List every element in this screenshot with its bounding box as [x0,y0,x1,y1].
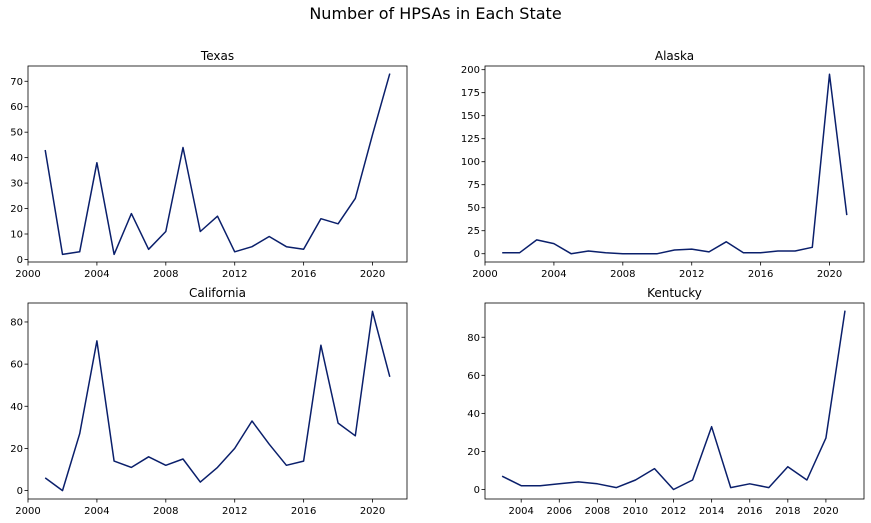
x-tick-label: 2016 [291,269,316,280]
subplot-title: California [189,286,246,300]
x-tick-label: 2008 [585,506,610,517]
x-tick-label: 2018 [775,506,800,517]
x-tick-label: 2020 [817,269,842,280]
y-tick-label: 0 [17,255,23,266]
y-tick-label: 125 [461,134,480,145]
y-tick-label: 60 [10,360,23,371]
y-tick-label: 60 [10,102,23,113]
axes-frame [484,302,865,500]
y-tick-label: 25 [467,226,480,237]
x-tick-label: 2008 [610,269,635,280]
y-tick-label: 10 [10,230,23,241]
y-tick-label: 175 [461,88,480,99]
subplot-texas: Texas 2000 2004 2008 2012 2016 2020 0 10 20 30 40 50… [10,49,408,280]
x-tick-label: 2020 [360,506,385,517]
subplot-title: Alaska [655,49,694,63]
y-tick-label: 40 [467,409,480,420]
subplot-title: Kentucky [647,286,702,300]
axes-frame [27,302,408,500]
y-tick-label: 80 [10,317,23,328]
y-tick-label: 20 [10,204,23,215]
x-tick-label: 2004 [84,269,109,280]
y-tick-label: 150 [461,111,480,122]
y-tick-label: 75 [467,180,480,191]
x-tick-label: 2016 [291,506,316,517]
x-tick-label: 2000 [472,269,497,280]
y-tick-label: 60 [467,371,480,382]
y-tick-label: 50 [10,128,23,139]
x-tick-label: 2004 [84,506,109,517]
x-tick-label: 2012 [679,269,704,280]
axes-frame [484,65,865,263]
x-tick-label: 2020 [360,269,385,280]
y-tick-label: 80 [467,333,480,344]
y-tick-label: 40 [10,153,23,164]
y-tick-label: 0 [17,486,23,497]
y-tick-label: 20 [467,447,480,458]
subplot-title: Texas [200,49,234,63]
y-tick-label: 100 [461,157,480,168]
series-line [44,73,391,256]
figure-title: Number of HPSAs in Each State [309,4,562,23]
y-tick-label: 30 [10,179,23,190]
series-line [44,310,391,492]
y-tick-label: 0 [474,485,480,496]
y-tick-label: 20 [10,444,23,455]
series-line [501,310,846,491]
x-tick-label: 2000 [15,269,40,280]
y-tick-label: 200 [461,65,480,76]
x-tick-label: 2012 [222,269,247,280]
x-tick-label: 2008 [153,506,178,517]
x-tick-label: 2016 [737,506,762,517]
y-tick-label: 50 [467,203,480,214]
x-tick-label: 2016 [748,269,773,280]
x-tick-label: 2012 [661,506,686,517]
x-tick-label: 2006 [547,506,572,517]
y-tick-label: 40 [10,402,23,413]
x-tick-label: 2000 [15,506,40,517]
y-tick-label: 0 [474,249,480,260]
axes-frame [27,65,408,263]
series-line [502,73,848,255]
subplot-alaska: Alaska 2000 2004 2008 2012 2016 2020 0 25 50 75 100… [461,49,865,280]
x-tick-label: 2020 [813,506,838,517]
x-tick-label: 2004 [508,506,533,517]
x-tick-label: 2010 [623,506,648,517]
x-tick-label: 2012 [222,506,247,517]
subplot-kentucky: Kentucky 2004 2006 2008 2010 2012 2014 2016 2018… [467,286,865,517]
subplot-california: California 2000 2004 2008 2012 2016 2020 0 20 40 6… [10,286,408,517]
x-tick-label: 2008 [153,269,178,280]
x-tick-label: 2014 [699,506,724,517]
x-tick-label: 2004 [541,269,566,280]
y-tick-label: 70 [10,77,23,88]
